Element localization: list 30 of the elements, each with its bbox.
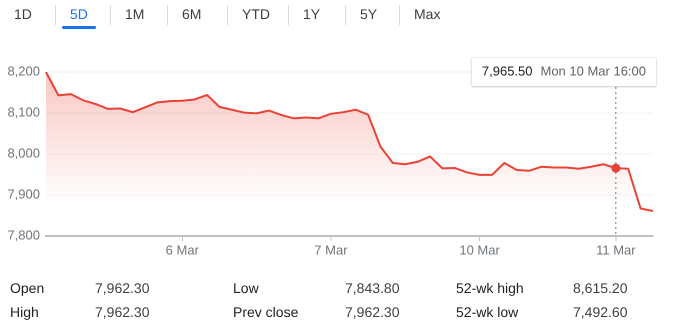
text: 52-wk low (456, 304, 518, 320)
y-tick-label: 7,800 (7, 228, 40, 243)
text: High (10, 304, 39, 320)
text: Low (233, 280, 259, 296)
x-tick-label: 10 Mar (459, 242, 500, 258)
text: Max (414, 6, 440, 22)
text: 5Y (360, 6, 378, 22)
text: 7,962.30 (345, 304, 400, 320)
x-tick-label: 11 Mar (596, 242, 636, 258)
x-tick-label: 6 Mar (166, 242, 200, 258)
text: 7,492.60 (573, 304, 628, 320)
annotation: 7,965.50 Mon 10 Mar 16:00 (482, 64, 646, 79)
text: YTD (242, 6, 270, 22)
text: 6M (182, 6, 202, 22)
y-tick-label: 8,000 (7, 146, 40, 161)
text: 7,962.30 (95, 280, 150, 296)
text: 1M (125, 6, 144, 22)
text: 5D (70, 6, 88, 22)
text: 1Y (303, 6, 320, 22)
text: Prev close (233, 304, 298, 320)
text: 7,843.80 (345, 280, 400, 296)
text: 52-wk high (456, 280, 524, 296)
text: 1D (14, 6, 32, 22)
text: 8,615.20 (573, 280, 628, 296)
y-tick-label: 7,900 (7, 186, 40, 202)
x-tick-label: 7 Mar (314, 242, 348, 258)
y-tick-label: 8,100 (7, 104, 40, 120)
y-tick-label: 8,200 (7, 64, 40, 79)
text: Open (10, 280, 44, 296)
text: 7,962.30 (95, 304, 150, 320)
